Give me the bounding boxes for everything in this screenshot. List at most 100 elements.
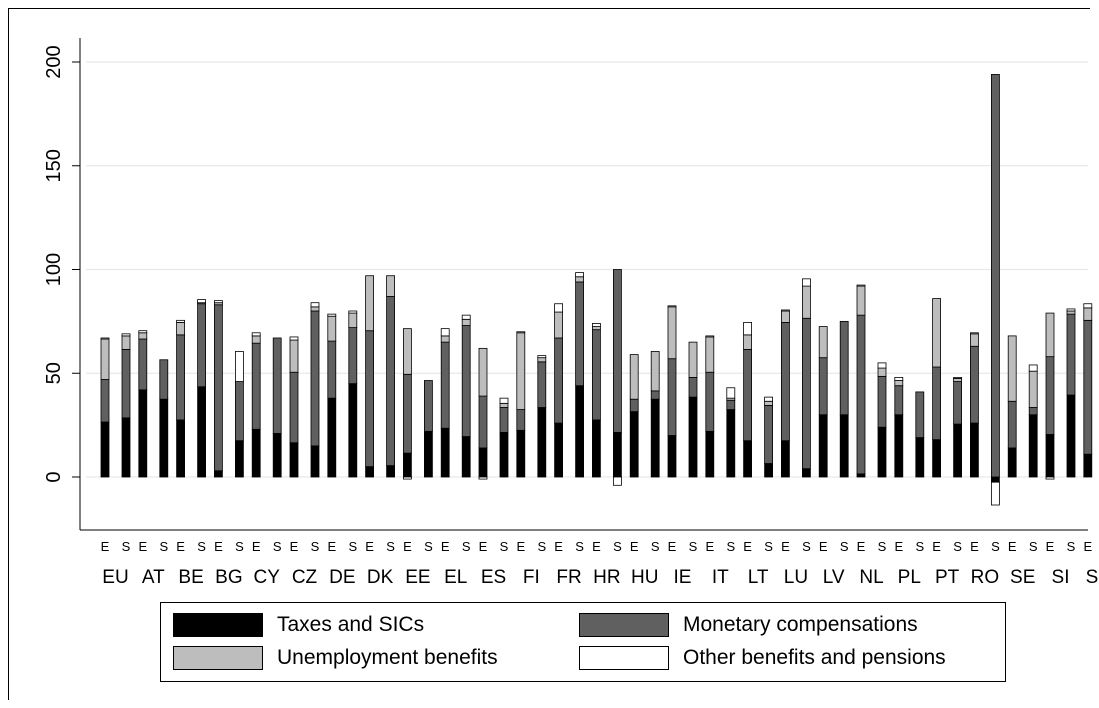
bar-sublabel: S bbox=[840, 539, 849, 554]
bar-hu-e bbox=[629, 354, 639, 400]
legend-label-unemployment: Unemployment benefits bbox=[277, 646, 498, 669]
axes bbox=[72, 38, 1088, 531]
bar-es-s bbox=[499, 397, 509, 404]
legend-label-other: Other benefits and pensions bbox=[683, 646, 946, 669]
bar-el-s bbox=[461, 314, 471, 320]
bar-lt-e bbox=[743, 440, 752, 478]
bar-fr-s bbox=[575, 276, 584, 283]
legend-item-unemployment: Unemployment benefits bbox=[173, 646, 498, 670]
country-label: NL bbox=[859, 567, 883, 588]
bar-sublabel: S bbox=[651, 539, 660, 554]
bar-es-e bbox=[478, 347, 488, 397]
bar-dk-s bbox=[386, 296, 396, 466]
legend-item-monetary: Monetary compensations bbox=[579, 613, 918, 637]
bar-hu-e bbox=[629, 411, 639, 478]
bar-bg-e bbox=[213, 300, 223, 304]
bar-ee-e bbox=[402, 476, 412, 480]
bar-pl-e bbox=[894, 376, 904, 381]
bar-de-e bbox=[327, 340, 337, 399]
bar-pl-s bbox=[915, 391, 925, 438]
country-label: FR bbox=[556, 567, 581, 588]
bar-pt-e bbox=[932, 439, 941, 478]
bar-eu-e bbox=[100, 379, 110, 423]
bar-es-s bbox=[499, 407, 509, 433]
bar-nl-s bbox=[877, 426, 887, 478]
bar-cz-e bbox=[289, 442, 299, 478]
country-label: PL bbox=[898, 567, 921, 588]
bar-sublabel: E bbox=[630, 539, 639, 554]
bar-lv-s bbox=[839, 320, 849, 416]
bar-fi-e bbox=[516, 429, 526, 478]
bar-sublabel: E bbox=[819, 539, 828, 554]
bar-lt-s bbox=[764, 396, 773, 402]
bars bbox=[100, 74, 1093, 506]
bar-el-e bbox=[440, 335, 450, 343]
bar-pl-e bbox=[894, 380, 904, 387]
bar-lt-s bbox=[764, 400, 773, 406]
bar-lt-s bbox=[764, 463, 773, 478]
bar-cy-e bbox=[251, 335, 261, 344]
bar-sublabel: E bbox=[781, 539, 790, 554]
bar-sublabel: E bbox=[1008, 539, 1017, 554]
bar-sublabel: S bbox=[386, 539, 395, 554]
bar-nl-s bbox=[877, 375, 887, 428]
bar-fi-s bbox=[537, 407, 547, 478]
bar-sublabel: S bbox=[462, 539, 471, 554]
country-label: BE bbox=[178, 567, 203, 588]
bar-sublabel: S bbox=[500, 539, 509, 554]
bar-lu-e bbox=[781, 309, 790, 312]
bar-si-s bbox=[1066, 310, 1076, 315]
bar-lu-s bbox=[802, 278, 811, 287]
bar-sublabel: S bbox=[537, 539, 546, 554]
bar-nl-s bbox=[877, 367, 887, 377]
bar-sublabel: S bbox=[726, 539, 735, 554]
bar-at-e bbox=[138, 332, 148, 340]
bar-ee-e bbox=[402, 373, 412, 454]
bar-sublabel: S bbox=[802, 539, 811, 554]
bar-si-s bbox=[1066, 308, 1076, 312]
bar-at-s bbox=[159, 398, 169, 478]
bar-hu-e bbox=[629, 398, 639, 413]
bar-at-e bbox=[138, 389, 148, 478]
y-tick-label: 150 bbox=[43, 149, 65, 182]
bar-bg-s bbox=[234, 381, 244, 442]
bar-fr-s bbox=[575, 385, 584, 478]
bar-ro-s bbox=[991, 476, 1000, 483]
bar-ro-e bbox=[970, 333, 979, 347]
bar-cy-e bbox=[251, 332, 261, 337]
bar-sublabel: E bbox=[668, 539, 677, 554]
bar-hr-e bbox=[592, 323, 601, 327]
bar-eu-e bbox=[100, 338, 110, 380]
bar-el-s bbox=[461, 318, 471, 326]
bar-sk-e bbox=[1083, 303, 1093, 309]
country-label: EE bbox=[405, 567, 430, 588]
bar-sublabel: S bbox=[424, 539, 433, 554]
bar-bg-e bbox=[213, 470, 223, 478]
bar-lu-e bbox=[781, 310, 790, 323]
bar-eu-s bbox=[121, 333, 131, 337]
bar-de-s bbox=[348, 310, 358, 314]
y-tick-label: 100 bbox=[43, 253, 65, 286]
bar-sublabel: E bbox=[705, 539, 714, 554]
bar-dk-s bbox=[386, 465, 396, 478]
bar-hr-e bbox=[592, 419, 601, 478]
bar-pl-e bbox=[894, 385, 904, 416]
bar-it-e bbox=[705, 335, 715, 338]
bar-sublabel: E bbox=[857, 539, 866, 554]
bar-si-e bbox=[1045, 356, 1055, 435]
bar-ie-e bbox=[667, 306, 677, 360]
country-label: SI bbox=[1052, 567, 1070, 588]
bar-eu-s bbox=[121, 335, 131, 350]
bar-ie-e bbox=[667, 435, 677, 478]
legend-swatch-monetary bbox=[579, 613, 669, 637]
bar-cz-s bbox=[310, 306, 320, 312]
bar-ro-e bbox=[970, 345, 979, 424]
bar-pl-e bbox=[894, 414, 904, 478]
bar-se-s bbox=[1028, 414, 1038, 478]
bar-nl-e bbox=[856, 473, 866, 478]
country-label: HR bbox=[593, 567, 620, 588]
bar-cy-s bbox=[272, 433, 282, 478]
bar-lu-s bbox=[802, 317, 811, 470]
bar-ee-e bbox=[402, 328, 412, 375]
